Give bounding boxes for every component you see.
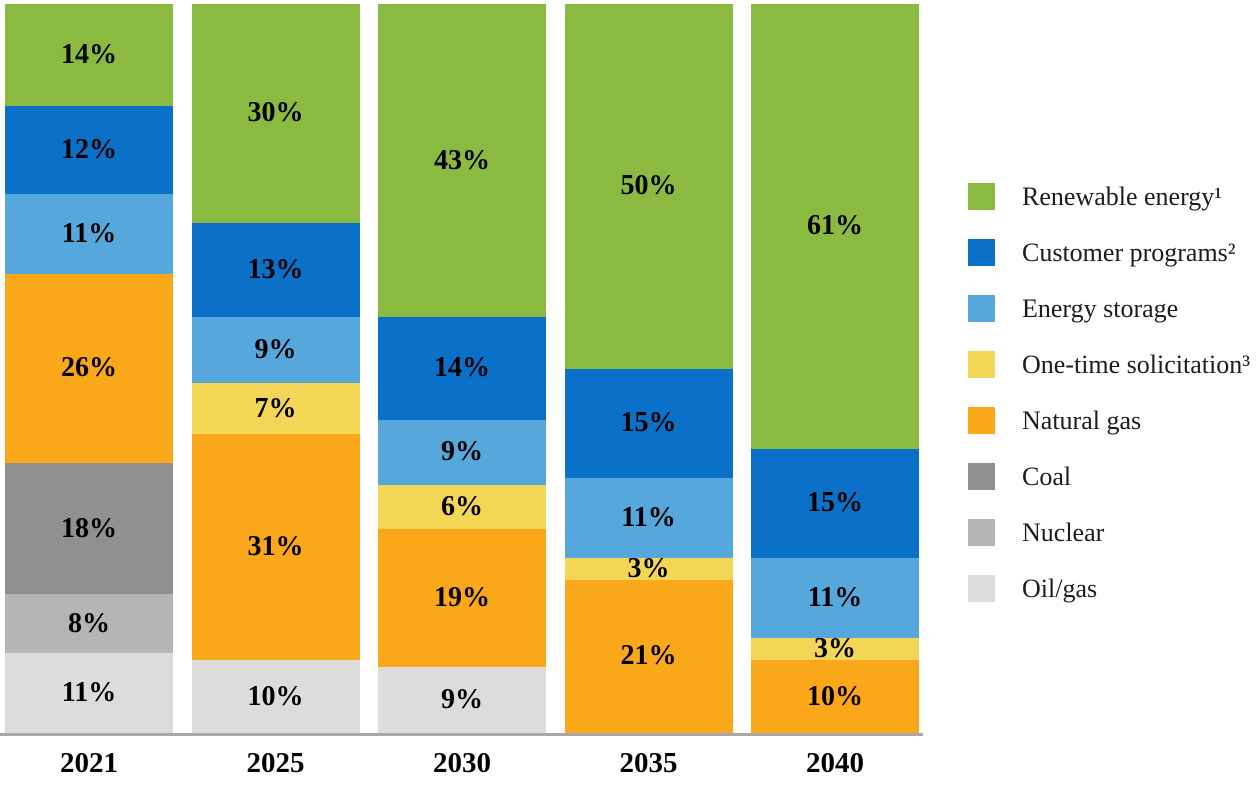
legend-swatch-one-time-solicitation3 — [968, 351, 995, 378]
segment-value-label: 31% — [247, 531, 304, 563]
segment-natural-gas-2030: 19% — [378, 528, 546, 668]
segment-one-time-solicitation3-2040: 3% — [751, 633, 919, 665]
segment-value-label: 12% — [61, 133, 117, 165]
segment-customer-programs2-2040: 15% — [751, 448, 919, 559]
legend-label: Natural gas — [1022, 405, 1142, 435]
segment-value-label: 13% — [247, 254, 304, 286]
legend-swatch-oil-gas — [968, 575, 995, 602]
legend-item-natural-gas: Natural gas — [968, 407, 1250, 434]
legend-swatch-renewable-energy1 — [968, 183, 995, 210]
segment-value-label: 10% — [247, 680, 304, 712]
segment-value-label: 61% — [807, 210, 863, 242]
plot-area: 14% 12% 11% 26% 18% 8% 11% 30% 13% 9% 7% 31% 10% 43% 1… — [5, 4, 919, 733]
segment-value-label: 11% — [621, 501, 676, 533]
legend-label: Oil/gas — [1022, 573, 1098, 603]
legend-swatch-energy-storage — [968, 295, 995, 322]
segment-energy-storage-2025: 9% — [191, 317, 360, 384]
segment-value-label: 50% — [620, 170, 677, 202]
segment-value-label: 15% — [807, 487, 863, 519]
segment-value-label: 18% — [61, 512, 117, 544]
legend-item-one-time-solicitation3: One-time solicitation³ — [968, 351, 1250, 378]
segment-renewable-energy1-2030: 43% — [378, 4, 546, 318]
segment-oil-gas-2030: 9% — [378, 667, 546, 733]
x-axis-labels: 2021 2025 2030 2035 2040 — [5, 747, 919, 780]
segment-natural-gas-2025: 31% — [191, 434, 360, 661]
x-axis-label-2030: 2030 — [433, 747, 491, 779]
segment-value-label: 9% — [441, 436, 483, 468]
segment-natural-gas-2035: 21% — [564, 579, 733, 733]
x-axis-label-2040: 2040 — [806, 747, 864, 779]
segment-energy-storage-2040: 11% — [751, 558, 919, 639]
x-axis-line — [0, 733, 923, 736]
segment-value-label: 9% — [441, 684, 483, 716]
segment-one-time-solicitation3-2030: 6% — [378, 485, 546, 529]
legend-swatch-coal — [968, 463, 995, 490]
legend-label: Renewable energy¹ — [1022, 181, 1223, 211]
segment-one-time-solicitation3-2035: 3% — [564, 552, 733, 584]
bar-2040: 61% 15% 11% 3% 10% — [751, 4, 919, 733]
segment-one-time-solicitation3-2025: 7% — [191, 383, 360, 435]
legend-swatch-nuclear — [968, 519, 995, 546]
segment-renewable-energy1-2021: 14% — [5, 4, 173, 107]
segment-customer-programs2-2030: 14% — [378, 317, 546, 420]
x-axis-label-2035: 2035 — [619, 747, 678, 779]
segment-value-label: 6% — [441, 490, 483, 522]
segment-value-label: 7% — [254, 392, 297, 424]
segment-value-label: 11% — [807, 582, 863, 614]
segment-value-label: 3% — [814, 633, 856, 665]
segment-value-label: 43% — [434, 144, 490, 176]
segment-value-label: 26% — [61, 352, 117, 384]
segment-nuclear-2021: 8% — [5, 594, 173, 653]
legend-item-oil-gas: Oil/gas — [968, 575, 1250, 602]
segment-oil-gas-2021: 11% — [5, 652, 173, 733]
segment-customer-programs2-2021: 12% — [5, 106, 173, 194]
segment-value-label: 15% — [620, 407, 677, 439]
segment-oil-gas-2025: 10% — [191, 660, 360, 733]
legend-label: Customer programs² — [1022, 237, 1236, 267]
legend-item-renewable-energy1: Renewable energy¹ — [968, 183, 1250, 210]
segment-value-label: 3% — [627, 552, 670, 584]
segment-value-label: 21% — [620, 640, 677, 672]
segment-natural-gas-2021: 26% — [5, 273, 173, 464]
legend-item-customer-programs2: Customer programs² — [968, 239, 1250, 266]
segment-renewable-energy1-2025: 30% — [191, 4, 360, 223]
segment-value-label: 14% — [61, 39, 117, 71]
legend-label: Nuclear — [1022, 517, 1105, 547]
segment-customer-programs2-2025: 13% — [191, 222, 360, 318]
segment-value-label: 8% — [68, 607, 110, 639]
segment-energy-storage-2030: 9% — [378, 419, 546, 486]
bar-2021: 14% 12% 11% 26% 18% 8% 11% — [5, 4, 173, 733]
bar-2025: 30% 13% 9% 7% 31% 10% — [191, 4, 360, 733]
legend-swatch-customer-programs2 — [968, 239, 995, 266]
segment-coal-2021: 18% — [5, 463, 173, 595]
legend-swatch-natural-gas — [968, 407, 995, 434]
legend-item-coal: Coal — [968, 463, 1250, 490]
segment-value-label: 19% — [434, 582, 490, 614]
segment-value-label: 9% — [254, 334, 297, 366]
legend-label: One-time solicitation³ — [1022, 349, 1251, 379]
segment-value-label: 11% — [61, 217, 117, 249]
bar-2030: 43% 14% 9% 6% 19% 9% — [378, 4, 546, 733]
x-axis-label-2025: 2025 — [246, 747, 305, 779]
x-axis-label-2021: 2021 — [60, 747, 118, 779]
segment-value-label: 14% — [434, 352, 490, 384]
segment-energy-storage-2021: 11% — [5, 193, 173, 274]
legend: Renewable energy¹ Customer programs² Energ… — [968, 183, 1250, 631]
bar-2035: 50% 15% 11% 3% 21% — [564, 4, 733, 733]
segment-customer-programs2-2035: 15% — [564, 368, 733, 478]
legend-label: Coal — [1022, 461, 1072, 491]
legend-label: Energy storage — [1022, 293, 1179, 323]
segment-value-label: 10% — [807, 680, 863, 712]
segment-renewable-energy1-2035: 50% — [564, 4, 733, 369]
segment-renewable-energy1-2040: 61% — [751, 4, 919, 449]
legend-item-nuclear: Nuclear — [968, 519, 1250, 546]
legend-item-energy-storage: Energy storage — [968, 295, 1250, 322]
segment-value-label: 30% — [247, 97, 304, 129]
segment-value-label: 11% — [61, 676, 117, 708]
segment-energy-storage-2035: 11% — [564, 477, 733, 559]
segment-natural-gas-2040: 10% — [751, 660, 919, 733]
